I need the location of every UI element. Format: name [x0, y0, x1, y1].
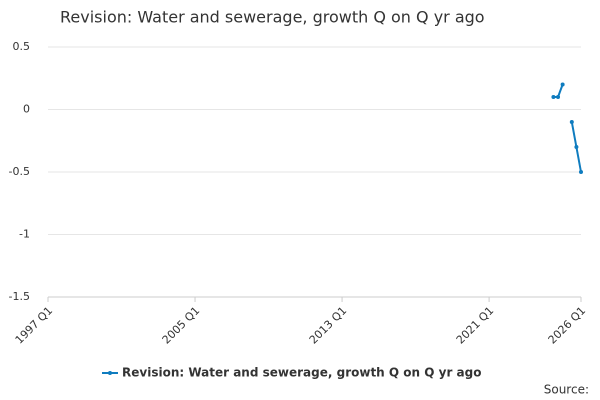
x-tick-label: 2026 Q1	[546, 304, 589, 347]
source: Source:	[544, 383, 589, 397]
x-tick-label: 2013 Q1	[307, 304, 350, 347]
x-tick-label: 2005 Q1	[160, 304, 203, 347]
y-tick-label: -1.5	[9, 290, 30, 303]
x-tick-label: 2021 Q1	[454, 304, 497, 347]
point	[574, 145, 579, 149]
legend-swatch-dot	[108, 371, 112, 375]
point	[560, 82, 565, 87]
y-tick-label: 0.5	[13, 40, 31, 53]
point	[551, 95, 556, 99]
legend-label: Revision: Water and sewerage, growth Q o…	[122, 366, 481, 380]
x-tick-label: 1997 Q1	[13, 304, 56, 347]
point	[579, 170, 583, 174]
y-tick-label: 0	[23, 103, 30, 116]
chart-title: Revision: Water and sewerage, growth Q o…	[60, 8, 485, 27]
y-tick-label: -1	[19, 228, 30, 241]
point	[569, 120, 574, 124]
point	[556, 95, 561, 99]
y-tick-label: -0.5	[9, 165, 30, 178]
